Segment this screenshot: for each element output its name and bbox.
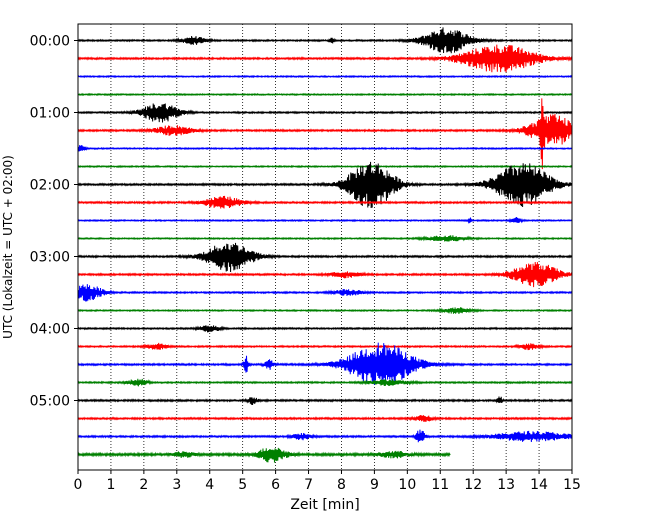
trace-line bbox=[77, 325, 573, 333]
trace-line bbox=[77, 242, 573, 273]
trace-line bbox=[77, 27, 573, 54]
trace-line bbox=[77, 103, 573, 123]
x-tick-label: 0 bbox=[74, 477, 83, 493]
x-axis-ticks: 0 1 2 3 4 5 6 7 8 9 10 11 12 13 14 15 bbox=[74, 470, 581, 493]
x-tick-label: 8 bbox=[337, 477, 346, 493]
x-tick-label: 2 bbox=[139, 477, 148, 493]
x-tick-label: 4 bbox=[205, 477, 214, 493]
trace-line bbox=[77, 98, 573, 170]
trace-line bbox=[77, 74, 573, 79]
trace-line bbox=[77, 414, 573, 422]
x-tick-label: 15 bbox=[563, 477, 581, 493]
trace-line bbox=[77, 307, 573, 314]
y-tick-label: 00:00 bbox=[30, 34, 70, 50]
x-tick-label: 11 bbox=[431, 477, 449, 493]
x-tick-label: 5 bbox=[238, 477, 247, 493]
trace-line bbox=[77, 44, 573, 73]
trace-line bbox=[77, 195, 573, 209]
x-tick-label: 13 bbox=[497, 477, 515, 493]
y-axis-ticks: 00:00 01:00 02:00 03:00 04:00 05:00 bbox=[30, 34, 78, 410]
seismogram-traces bbox=[77, 27, 573, 463]
x-tick-label: 6 bbox=[271, 477, 280, 493]
trace-line bbox=[77, 164, 573, 169]
x-tick-label: 10 bbox=[398, 477, 416, 493]
x-tick-label: 12 bbox=[464, 477, 482, 493]
x-tick-label: 1 bbox=[106, 477, 115, 493]
y-tick-label: 01:00 bbox=[30, 106, 70, 122]
y-tick-label: 05:00 bbox=[30, 394, 70, 410]
x-tick-label: 14 bbox=[530, 477, 548, 493]
y-tick-label: 03:00 bbox=[30, 250, 70, 266]
y-tick-label: 04:00 bbox=[30, 322, 70, 338]
y-axis-label: UTC (Lokalzeit = UTC + 02:00) bbox=[1, 155, 15, 339]
trace-line bbox=[77, 429, 573, 443]
trace-line bbox=[77, 216, 573, 224]
trace-line bbox=[77, 284, 573, 302]
x-tick-label: 9 bbox=[370, 477, 379, 493]
grid-lines bbox=[110, 24, 540, 470]
trace-line bbox=[77, 145, 573, 152]
trace-line bbox=[77, 447, 451, 463]
x-tick-label: 7 bbox=[304, 477, 313, 493]
x-axis-label: Zeit [min] bbox=[290, 497, 359, 513]
y-tick-label: 02:00 bbox=[30, 178, 70, 194]
x-tick-label: 3 bbox=[172, 477, 181, 493]
trace-line bbox=[77, 378, 573, 387]
trace-line bbox=[77, 396, 573, 406]
trace-line bbox=[77, 161, 573, 209]
trace-line bbox=[77, 235, 573, 242]
trace-line bbox=[77, 262, 573, 288]
plot-frame bbox=[77, 23, 573, 471]
trace-line bbox=[77, 342, 573, 351]
trace-line bbox=[77, 92, 573, 97]
trace-line bbox=[77, 342, 573, 385]
